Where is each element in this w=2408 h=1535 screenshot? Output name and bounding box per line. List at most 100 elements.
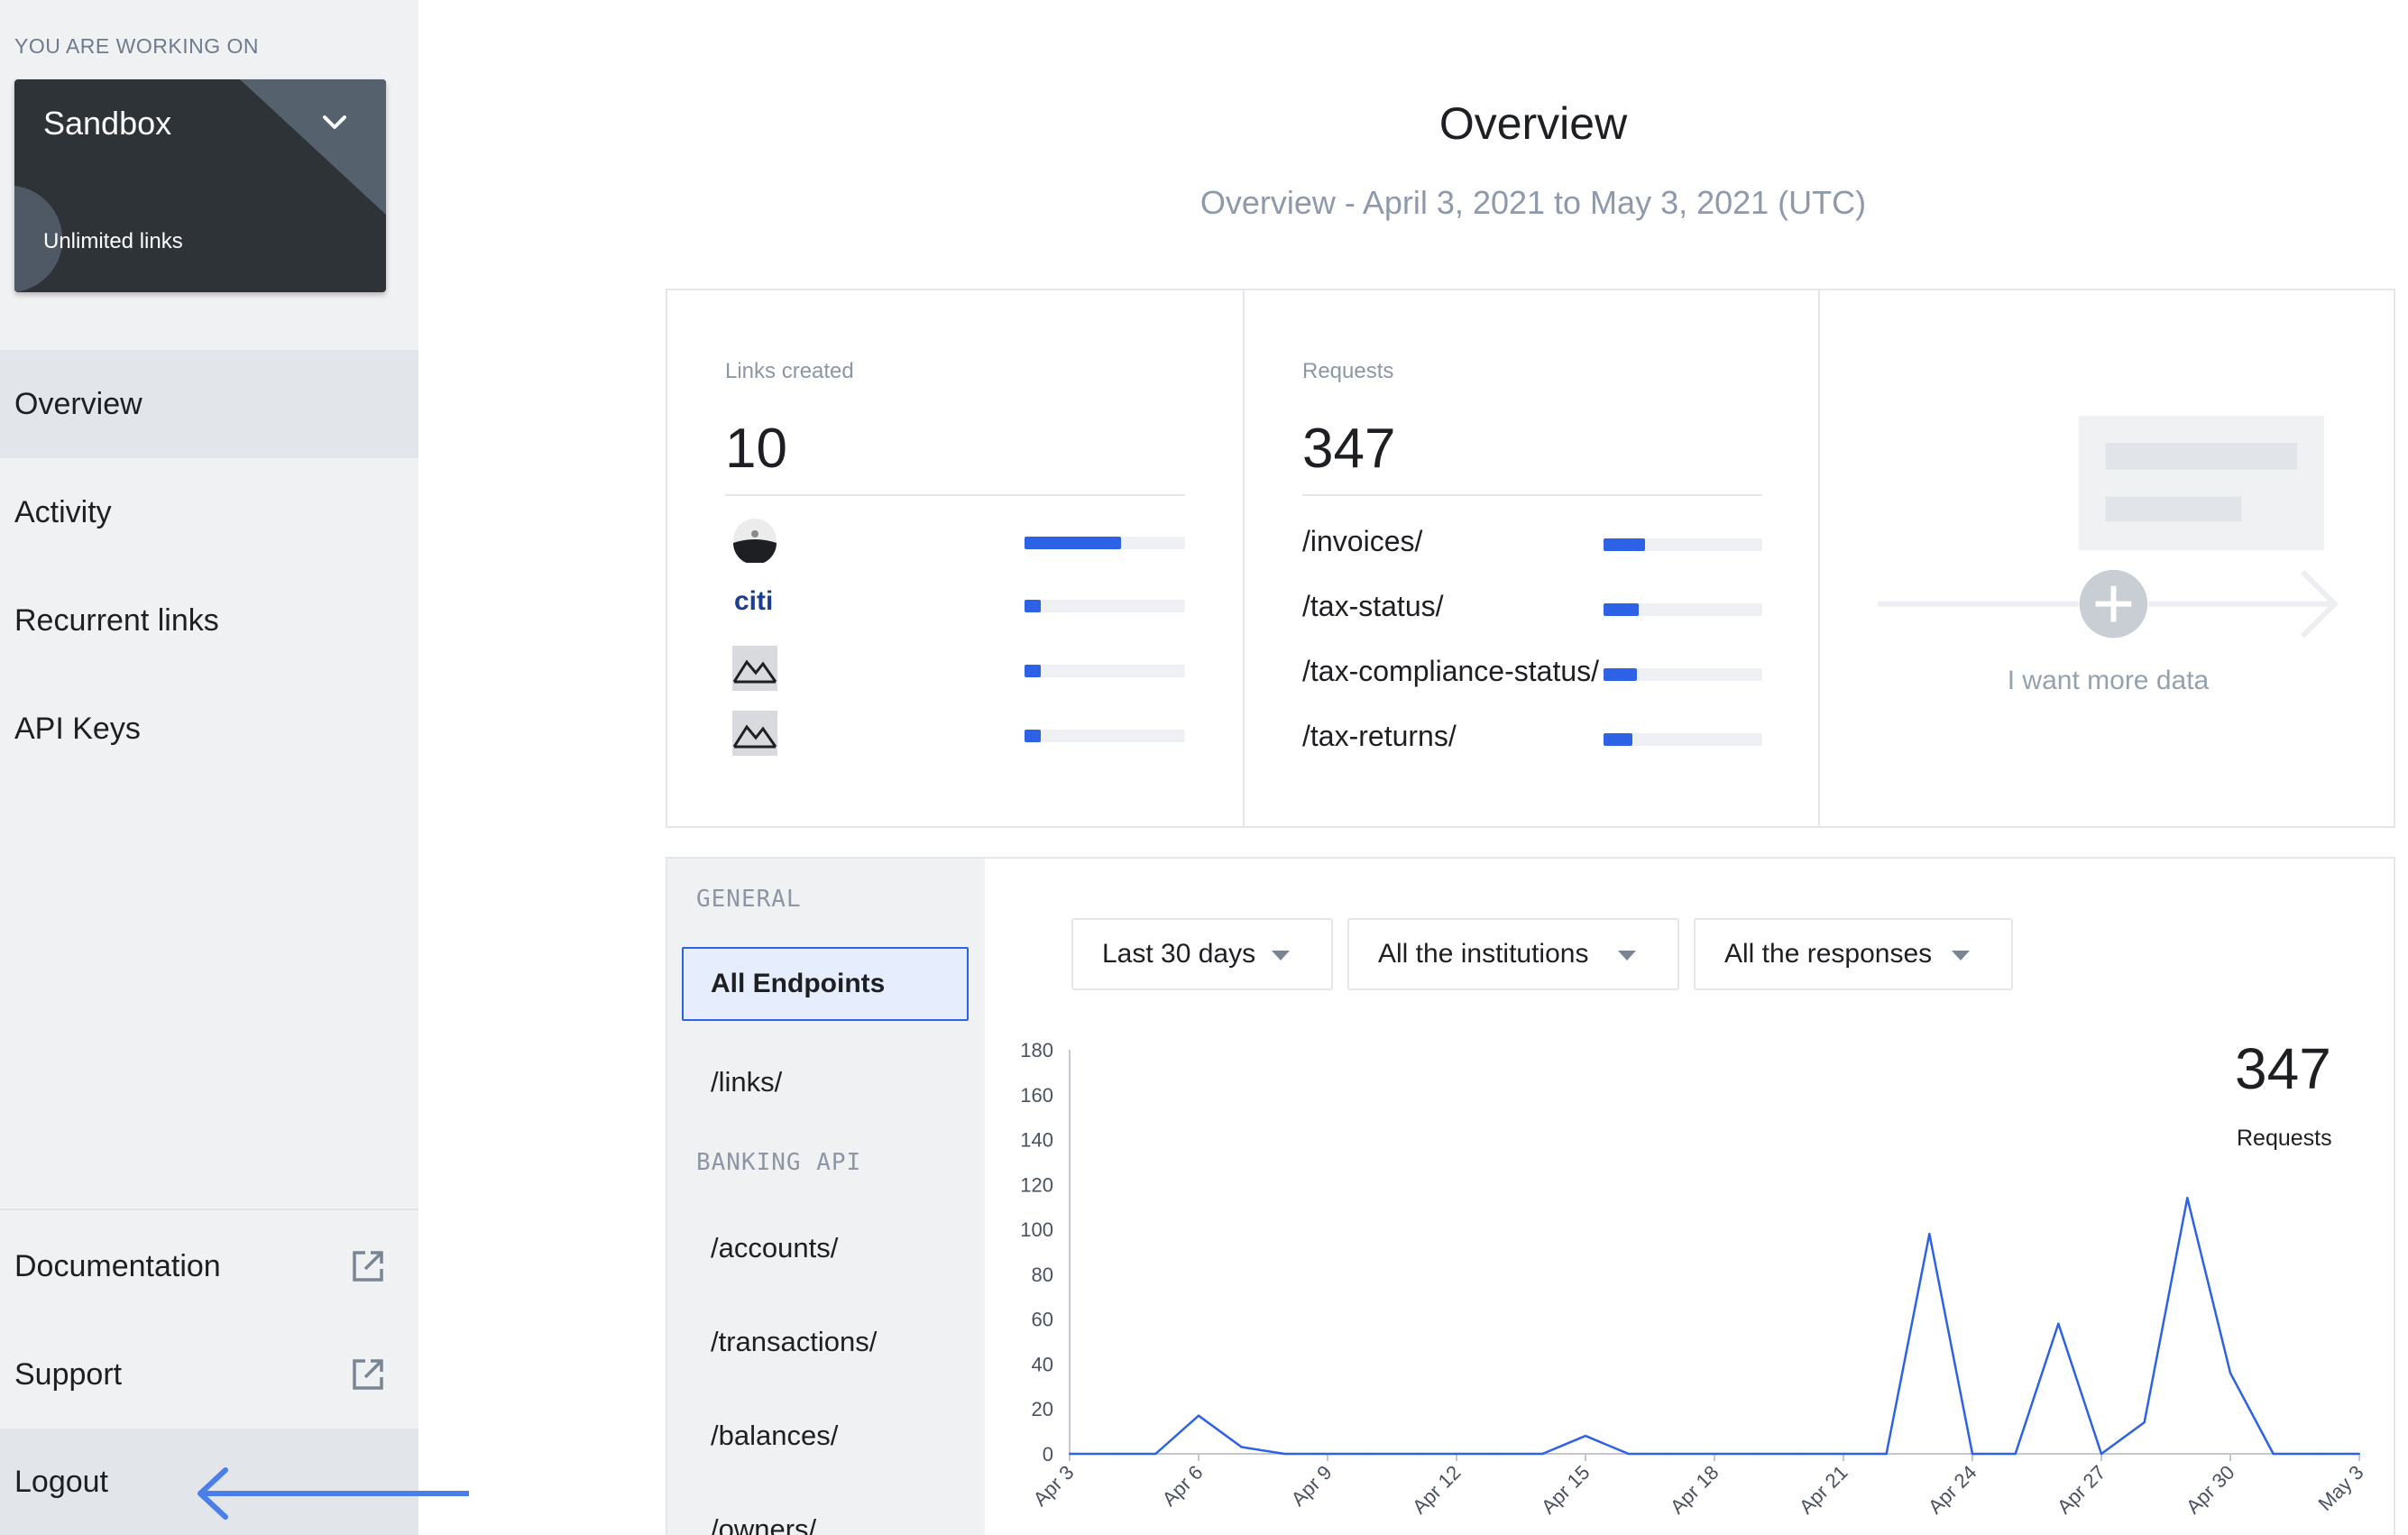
nav-documentation[interactable]: Documentation bbox=[0, 1212, 418, 1320]
stat-label: Requests bbox=[1302, 359, 1394, 383]
nav-overview[interactable]: Overview bbox=[0, 350, 418, 458]
external-link-icon bbox=[353, 1251, 383, 1282]
institution-row bbox=[725, 518, 1185, 563]
data-point bbox=[1885, 1453, 1888, 1455]
nav-label: Activity bbox=[14, 494, 112, 529]
sidebar: YOU ARE WORKING ON Sandbox Unlimited lin… bbox=[0, 0, 418, 1535]
endpoint-list: GENERAL All Endpoints /links/ BANKING AP… bbox=[667, 859, 985, 1535]
x-tick-label: Apr 30 bbox=[2182, 1461, 2239, 1519]
y-tick-label: 0 bbox=[1043, 1443, 1053, 1466]
environment-switcher[interactable]: Sandbox Unlimited links bbox=[14, 79, 386, 292]
usage-bar-fill bbox=[1604, 733, 1632, 746]
x-tick-label: Apr 24 bbox=[1924, 1461, 1981, 1519]
chart-total-value: 347 bbox=[2235, 1036, 2331, 1101]
caret-down-icon bbox=[1272, 951, 1290, 961]
institution-select[interactable]: All the institutions bbox=[1347, 918, 1679, 990]
data-point bbox=[2229, 1372, 2231, 1374]
more-data-card[interactable]: I want more data bbox=[1818, 290, 2394, 826]
stat-value: 347 bbox=[1302, 418, 1396, 480]
links-created-card: Links created 10 citi bbox=[667, 290, 1243, 826]
data-point bbox=[1456, 1453, 1457, 1455]
x-tick-label: Apr 27 bbox=[2053, 1461, 2110, 1519]
x-tick-label: Apr 3 bbox=[1029, 1461, 1079, 1511]
chart-total-label: Requests bbox=[2237, 1126, 2332, 1151]
nav-activity[interactable]: Activity bbox=[0, 458, 418, 566]
y-tick-label: 180 bbox=[1020, 1039, 1053, 1062]
endpoint-all[interactable]: All Endpoints bbox=[682, 947, 969, 1021]
data-point bbox=[2014, 1453, 2017, 1455]
card-decoration bbox=[14, 79, 386, 292]
nav-label: Logout bbox=[14, 1464, 108, 1499]
y-tick-label: 80 bbox=[1032, 1264, 1053, 1286]
endpoint-row: /tax-status/ bbox=[1302, 584, 1762, 630]
data-point bbox=[1714, 1453, 1715, 1455]
data-point bbox=[1670, 1453, 1673, 1455]
mountain-logo-icon bbox=[732, 646, 777, 691]
endpoint-owners[interactable]: /owners/ bbox=[711, 1513, 817, 1535]
usage-bar bbox=[1025, 600, 1185, 612]
endpoint-row: /tax-compliance-status/ bbox=[1302, 649, 1762, 694]
y-tick-label: 40 bbox=[1032, 1353, 1053, 1375]
mountain-logo-icon bbox=[732, 711, 777, 756]
page-title: Overview bbox=[1438, 98, 1628, 149]
divider bbox=[1302, 494, 1762, 496]
data-point bbox=[2057, 1322, 2060, 1325]
data-point bbox=[1240, 1446, 1243, 1448]
endpoint-name: /tax-status/ bbox=[1302, 590, 1444, 622]
date-range-select[interactable]: Last 30 days bbox=[1071, 918, 1333, 990]
data-point bbox=[1498, 1453, 1501, 1455]
endpoint-name: /tax-compliance-status/ bbox=[1302, 655, 1600, 687]
y-tick-label: 160 bbox=[1020, 1084, 1053, 1107]
y-tick-label: 120 bbox=[1020, 1173, 1053, 1196]
x-tick-label: Apr 6 bbox=[1158, 1461, 1208, 1511]
nav-label: API Keys bbox=[14, 711, 141, 746]
endpoint-label: All Endpoints bbox=[711, 969, 886, 998]
nav-recurrent-links[interactable]: Recurrent links bbox=[0, 566, 418, 675]
data-point bbox=[1843, 1453, 1844, 1455]
usage-bar bbox=[1604, 733, 1762, 746]
stat-label: Links created bbox=[725, 359, 854, 383]
page-subtitle: Overview - April 3, 2021 to May 3, 2021 … bbox=[1199, 184, 1867, 221]
sidebar-divider bbox=[0, 1209, 418, 1210]
nav-label: Support bbox=[14, 1356, 123, 1392]
y-tick-label: 140 bbox=[1020, 1129, 1053, 1152]
caret-down-icon bbox=[1952, 951, 1970, 961]
filter-label: Last 30 days bbox=[1102, 939, 1256, 969]
working-on-label: YOU ARE WORKING ON bbox=[14, 34, 259, 58]
data-point bbox=[1799, 1453, 1802, 1455]
data-point bbox=[1283, 1453, 1286, 1455]
y-tick-label: 60 bbox=[1032, 1309, 1053, 1331]
usage-bar bbox=[1025, 537, 1185, 549]
endpoint-accounts[interactable]: /accounts/ bbox=[711, 1232, 839, 1264]
usage-bar-fill bbox=[1025, 665, 1041, 677]
x-tick-label: Apr 9 bbox=[1287, 1461, 1337, 1511]
data-point bbox=[1971, 1453, 1973, 1455]
data-point bbox=[1412, 1453, 1415, 1455]
usage-bar-fill bbox=[1025, 730, 1041, 742]
usage-bar-fill bbox=[1025, 537, 1121, 549]
group-label: BANKING API bbox=[696, 1149, 862, 1176]
data-point bbox=[1198, 1414, 1199, 1417]
endpoint-row: /tax-returns/ bbox=[1302, 714, 1762, 759]
external-link-icon bbox=[353, 1359, 383, 1390]
usage-bar bbox=[1604, 668, 1762, 681]
group-label: GENERAL bbox=[696, 886, 802, 913]
response-select[interactable]: All the responses bbox=[1694, 918, 2013, 990]
chevron-down-icon[interactable] bbox=[321, 114, 348, 132]
data-point bbox=[1327, 1453, 1328, 1455]
usage-bar bbox=[1604, 538, 1762, 551]
endpoint-transactions[interactable]: /transactions/ bbox=[711, 1326, 878, 1357]
endpoint-balances[interactable]: /balances/ bbox=[711, 1420, 839, 1451]
data-point bbox=[2272, 1453, 2275, 1455]
endpoint-links[interactable]: /links/ bbox=[711, 1066, 783, 1098]
data-point bbox=[1756, 1453, 1759, 1455]
data-point bbox=[1928, 1233, 1931, 1236]
more-data-label[interactable]: I want more data bbox=[2007, 666, 2210, 695]
requests-card: Requests 347 /invoices/ /tax-status/ /ta… bbox=[1243, 290, 1818, 826]
stat-value: 10 bbox=[725, 418, 787, 480]
x-tick-label: Apr 21 bbox=[1795, 1461, 1852, 1519]
x-tick-label: May 3 bbox=[2313, 1461, 2367, 1515]
data-point bbox=[2315, 1453, 2318, 1455]
nav-support[interactable]: Support bbox=[0, 1320, 418, 1429]
nav-api-keys[interactable]: API Keys bbox=[0, 675, 418, 783]
